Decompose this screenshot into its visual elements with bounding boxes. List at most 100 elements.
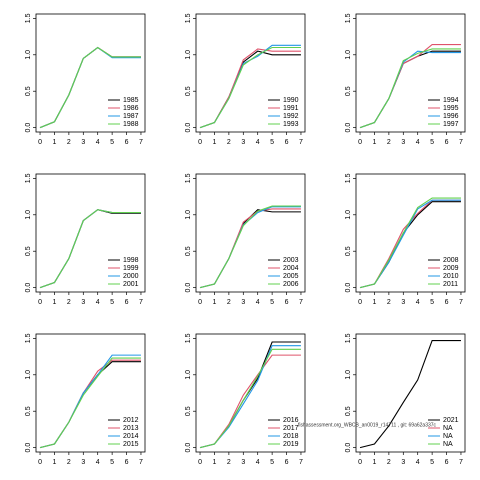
watermark: fishassessment.org_WBCB_an0019_r14711 , … <box>298 422 437 428</box>
x-tick-label: 2 <box>67 299 71 306</box>
legend-label: 2008 <box>443 257 459 264</box>
x-tick-label: 2 <box>227 459 231 466</box>
y-tick-label: 0.5 <box>25 86 32 96</box>
x-tick-label: 6 <box>285 139 289 146</box>
series-line <box>199 46 301 129</box>
x-tick-label: 0 <box>38 299 42 306</box>
x-tick-label: 7 <box>459 299 463 306</box>
y-tick-label: 0.0 <box>25 443 32 453</box>
x-tick-label: 6 <box>125 299 129 306</box>
plot-frame <box>355 333 466 453</box>
x-tick-label: 5 <box>430 459 434 466</box>
x-tick-label: 5 <box>270 459 274 466</box>
legend-label: 1998 <box>123 257 139 264</box>
plot-frame <box>195 173 306 293</box>
y-tick-label: 1.5 <box>345 13 352 23</box>
y-tick-label: 0.5 <box>185 406 192 416</box>
x-tick-label: 4 <box>256 139 260 146</box>
x-tick-label: 5 <box>110 459 114 466</box>
x-tick-label: 0 <box>198 459 202 466</box>
x-tick-label: 5 <box>270 299 274 306</box>
y-tick-label: 0.0 <box>25 283 32 293</box>
x-tick-label: 1 <box>53 139 57 146</box>
plot-frame <box>355 13 466 133</box>
plot-frame <box>35 333 146 453</box>
x-tick-label: 3 <box>241 459 245 466</box>
legend-label: 1995 <box>443 105 459 112</box>
x-tick-label: 7 <box>459 139 463 146</box>
x-tick-label: 7 <box>139 459 143 466</box>
legend-label: 1999 <box>123 265 139 272</box>
y-tick-label: 0.0 <box>185 443 192 453</box>
y-tick-label: 1.5 <box>185 173 192 183</box>
x-tick-label: 4 <box>416 299 420 306</box>
plot-frame <box>355 173 466 293</box>
series-line <box>359 197 461 289</box>
y-tick-label: 0.5 <box>185 86 192 96</box>
x-tick-label: 0 <box>358 139 362 146</box>
y-tick-label: 0.0 <box>345 123 352 133</box>
legend-label: 2005 <box>283 273 299 280</box>
x-tick-label: 7 <box>139 299 143 306</box>
x-tick-label: 1 <box>53 299 57 306</box>
series-line <box>359 340 461 449</box>
y-tick-label: 1.0 <box>25 370 32 380</box>
legend-label: NA <box>443 425 453 432</box>
y-tick-label: 1.5 <box>25 13 32 23</box>
x-tick-label: 7 <box>139 139 143 146</box>
plot-frame <box>195 13 306 133</box>
series-line <box>359 48 461 129</box>
legend-label: 2000 <box>123 273 139 280</box>
legend-label: 2021 <box>443 417 459 424</box>
x-tick-label: 0 <box>358 459 362 466</box>
x-tick-label: 6 <box>445 299 449 306</box>
x-tick-label: 0 <box>198 139 202 146</box>
y-tick-label: 0.5 <box>185 246 192 256</box>
y-tick-label: 0.0 <box>185 283 192 293</box>
legend-label: 1992 <box>283 113 299 120</box>
x-tick-label: 3 <box>401 139 405 146</box>
x-tick-label: 6 <box>285 459 289 466</box>
x-tick-label: 5 <box>430 139 434 146</box>
x-tick-label: 6 <box>125 139 129 146</box>
plot-frame <box>35 13 146 133</box>
x-tick-label: 2 <box>67 459 71 466</box>
x-tick-label: 2 <box>387 139 391 146</box>
x-tick-label: 2 <box>67 139 71 146</box>
legend-label: 1985 <box>123 97 139 104</box>
x-tick-label: 3 <box>81 459 85 466</box>
legend-label: 2001 <box>123 281 139 288</box>
y-tick-label: 0.0 <box>185 123 192 133</box>
x-tick-label: 6 <box>125 459 129 466</box>
x-tick-label: 6 <box>285 299 289 306</box>
legend-label: 2012 <box>123 417 139 424</box>
y-tick-label: 0.0 <box>345 443 352 453</box>
legend-label: 2006 <box>283 281 299 288</box>
plot-frame <box>35 173 146 293</box>
x-tick-label: 7 <box>459 459 463 466</box>
x-tick-label: 5 <box>110 299 114 306</box>
x-tick-label: 1 <box>373 299 377 306</box>
y-tick-label: 1.5 <box>25 333 32 343</box>
y-tick-label: 1.0 <box>185 210 192 220</box>
legend-label: 2004 <box>283 265 299 272</box>
x-tick-label: 4 <box>96 459 100 466</box>
legend-label: 2019 <box>283 441 299 448</box>
y-tick-label: 0.5 <box>25 406 32 416</box>
legend-label: 1990 <box>283 97 299 104</box>
x-tick-label: 6 <box>445 139 449 146</box>
y-tick-label: 1.0 <box>185 370 192 380</box>
x-tick-label: 3 <box>241 139 245 146</box>
x-tick-label: 5 <box>110 139 114 146</box>
x-tick-label: 7 <box>299 459 303 466</box>
legend-label: 1996 <box>443 113 459 120</box>
plot-frame <box>195 333 306 453</box>
x-tick-label: 1 <box>213 299 217 306</box>
x-tick-label: 2 <box>387 299 391 306</box>
